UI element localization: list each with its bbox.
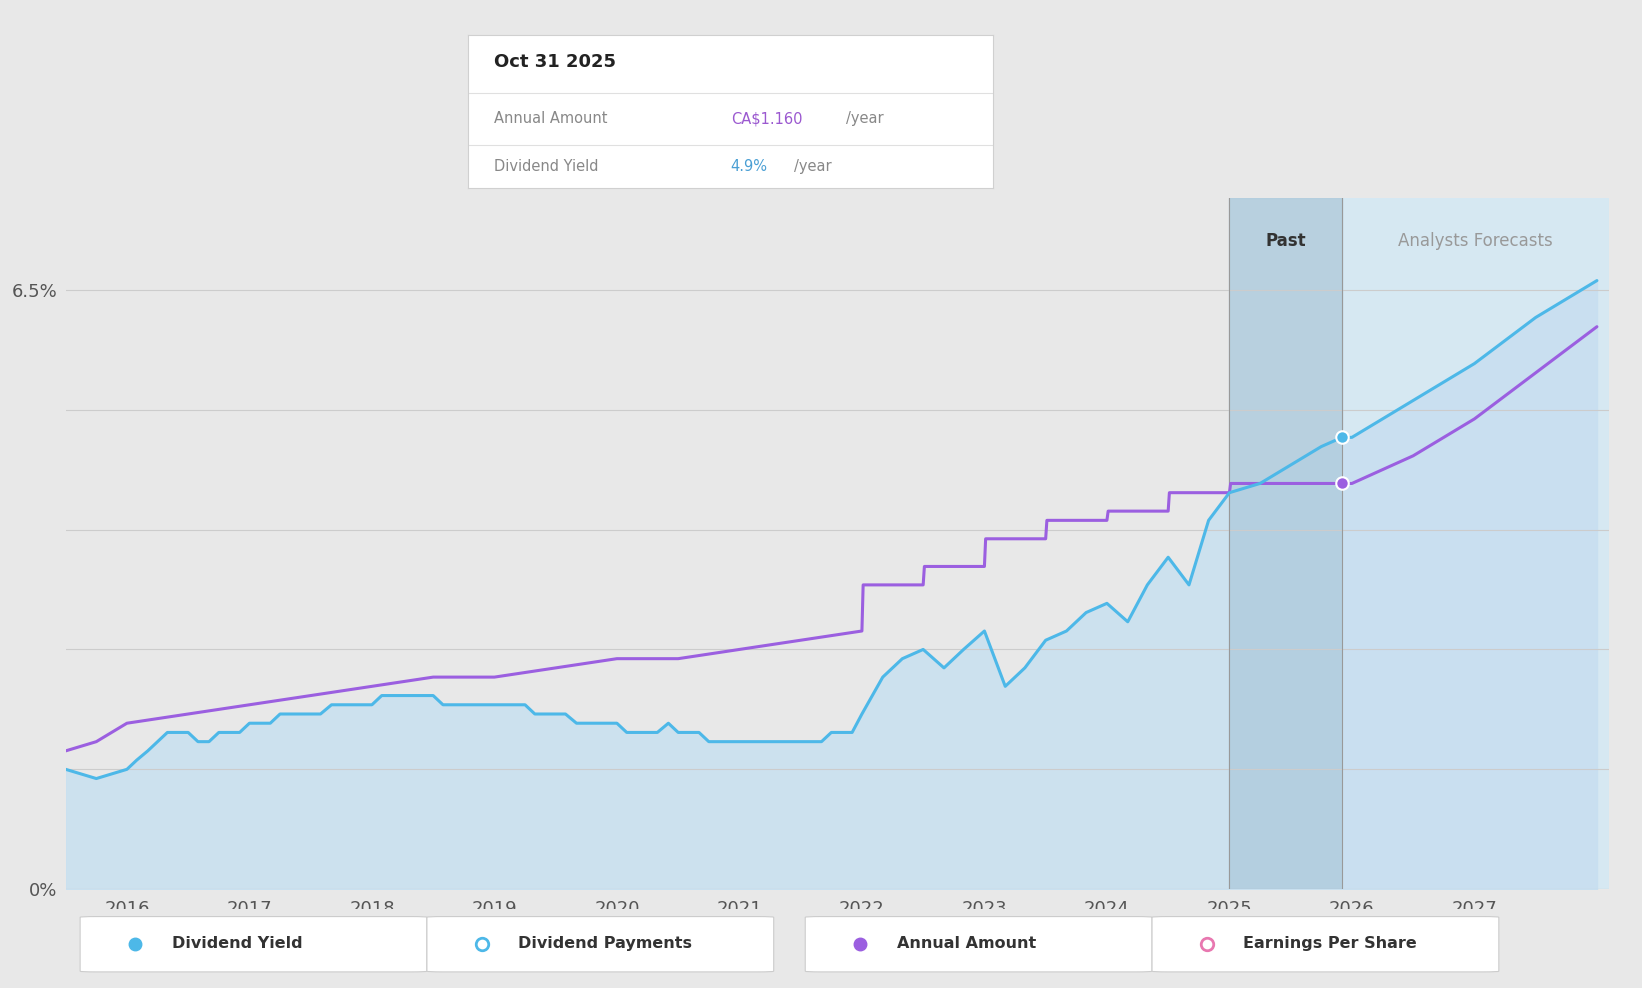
- Text: 4.9%: 4.9%: [731, 159, 768, 174]
- Text: Past: Past: [1266, 232, 1305, 250]
- Text: Oct 31 2025: Oct 31 2025: [494, 53, 616, 71]
- Bar: [1342, 198, 1609, 889]
- Text: CA$1.160: CA$1.160: [731, 112, 803, 126]
- FancyBboxPatch shape: [805, 917, 1153, 972]
- Text: Dividend Payments: Dividend Payments: [519, 936, 693, 951]
- Text: Analysts Forecasts: Analysts Forecasts: [1399, 232, 1553, 250]
- Text: Dividend Yield: Dividend Yield: [494, 159, 599, 174]
- FancyBboxPatch shape: [80, 917, 427, 972]
- Text: /year: /year: [846, 112, 883, 126]
- FancyBboxPatch shape: [427, 917, 773, 972]
- FancyBboxPatch shape: [1153, 917, 1499, 972]
- Text: /year: /year: [793, 159, 831, 174]
- Text: Annual Amount: Annual Amount: [897, 936, 1036, 951]
- Text: Earnings Per Share: Earnings Per Share: [1243, 936, 1417, 951]
- Text: Dividend Yield: Dividend Yield: [171, 936, 302, 951]
- Bar: [1230, 198, 1342, 889]
- Text: Annual Amount: Annual Amount: [494, 112, 608, 126]
